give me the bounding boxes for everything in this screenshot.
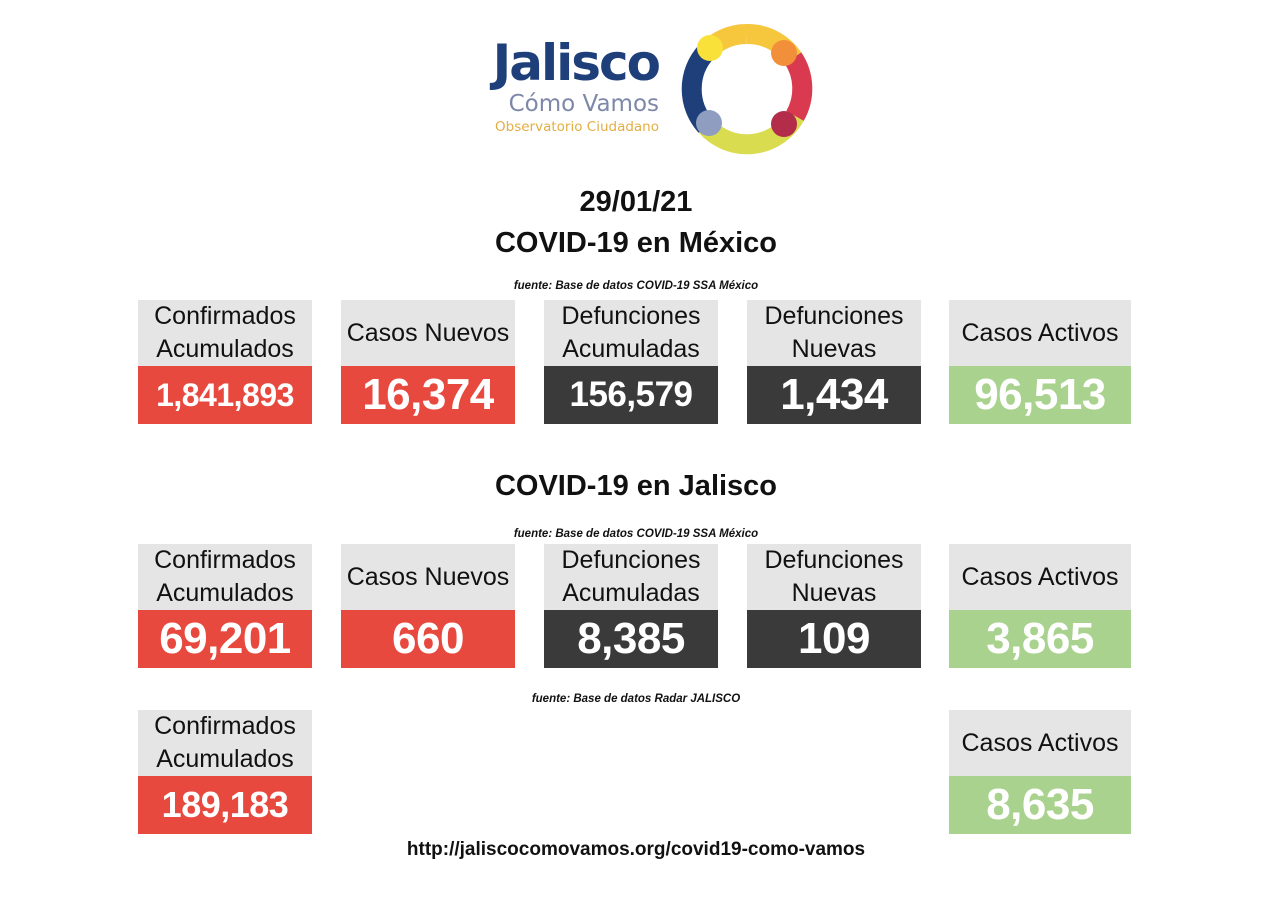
card-label: Confirmados Acumulados xyxy=(138,710,312,776)
card-value: 8,385 xyxy=(544,610,718,668)
card-label: Defunciones Acumuladas xyxy=(544,300,718,366)
mexico-source: fuente: Base de datos COVID-19 SSA Méxic… xyxy=(513,280,759,292)
jalisco-source: fuente: Base de datos COVID-19 SSA Méxic… xyxy=(513,528,759,540)
card-value: 96,513 xyxy=(949,366,1131,424)
card-label: Defunciones Nuevas xyxy=(747,544,921,610)
logo-text: Jalisco Cómo Vamos Observatorio Ciudadan… xyxy=(463,34,661,136)
logo-tagline: Observatorio Ciudadano xyxy=(495,119,659,135)
jalisco-title: COVID-19 en Jalisco xyxy=(494,470,778,502)
card-value: 69,201 xyxy=(138,610,312,668)
radar-card-active: Casos Activos 8,635 xyxy=(949,710,1131,834)
card-label: Casos Nuevos xyxy=(341,300,515,366)
card-label: Confirmados Acumulados xyxy=(138,544,312,610)
radar-card-confirmed: Confirmados Acumulados 189,183 xyxy=(138,710,312,834)
card-value: 109 xyxy=(747,610,921,668)
jalisco-card-deaths: Defunciones Acumuladas 8,385 xyxy=(544,544,718,668)
footer-url: http://jaliscocomovamos.org/covid19-como… xyxy=(406,839,866,860)
card-value: 156,579 xyxy=(544,366,718,424)
card-value: 16,374 xyxy=(341,366,515,424)
card-label: Defunciones Nuevas xyxy=(747,300,921,366)
card-value: 3,865 xyxy=(949,610,1131,668)
jalisco-card-new-cases: Casos Nuevos 660 xyxy=(341,544,515,668)
logo-title: Jalisco xyxy=(492,34,661,92)
card-label: Casos Activos xyxy=(949,710,1131,776)
report-date: 29/01/21 xyxy=(579,186,693,218)
mexico-card-new-cases: Casos Nuevos 16,374 xyxy=(341,300,515,424)
card-value: 1,434 xyxy=(747,366,921,424)
jalisco-card-active: Casos Activos 3,865 xyxy=(949,544,1131,668)
mexico-card-new-deaths: Defunciones Nuevas 1,434 xyxy=(747,300,921,424)
card-value: 8,635 xyxy=(949,776,1131,834)
mexico-card-active: Casos Activos 96,513 xyxy=(949,300,1131,424)
logo-subtitle: Cómo Vamos xyxy=(508,91,659,117)
jalisco-card-new-deaths: Defunciones Nuevas 109 xyxy=(747,544,921,668)
card-label: Casos Activos xyxy=(949,300,1131,366)
radar-source: fuente: Base de datos Radar JALISCO xyxy=(531,693,741,705)
card-label: Defunciones Acumuladas xyxy=(544,544,718,610)
card-value: 1,841,893 xyxy=(138,366,312,424)
mexico-title: COVID-19 en México xyxy=(494,227,778,259)
logo-ring-icon xyxy=(681,24,813,155)
card-label: Casos Activos xyxy=(949,544,1131,610)
mexico-card-deaths: Defunciones Acumuladas 156,579 xyxy=(544,300,718,424)
mexico-card-confirmed: Confirmados Acumulados 1,841,893 xyxy=(138,300,312,424)
card-value: 189,183 xyxy=(138,776,312,834)
card-value: 660 xyxy=(341,610,515,668)
card-label: Casos Nuevos xyxy=(341,544,515,610)
jalisco-card-confirmed: Confirmados Acumulados 69,201 xyxy=(138,544,312,668)
card-label: Confirmados Acumulados xyxy=(138,300,312,366)
